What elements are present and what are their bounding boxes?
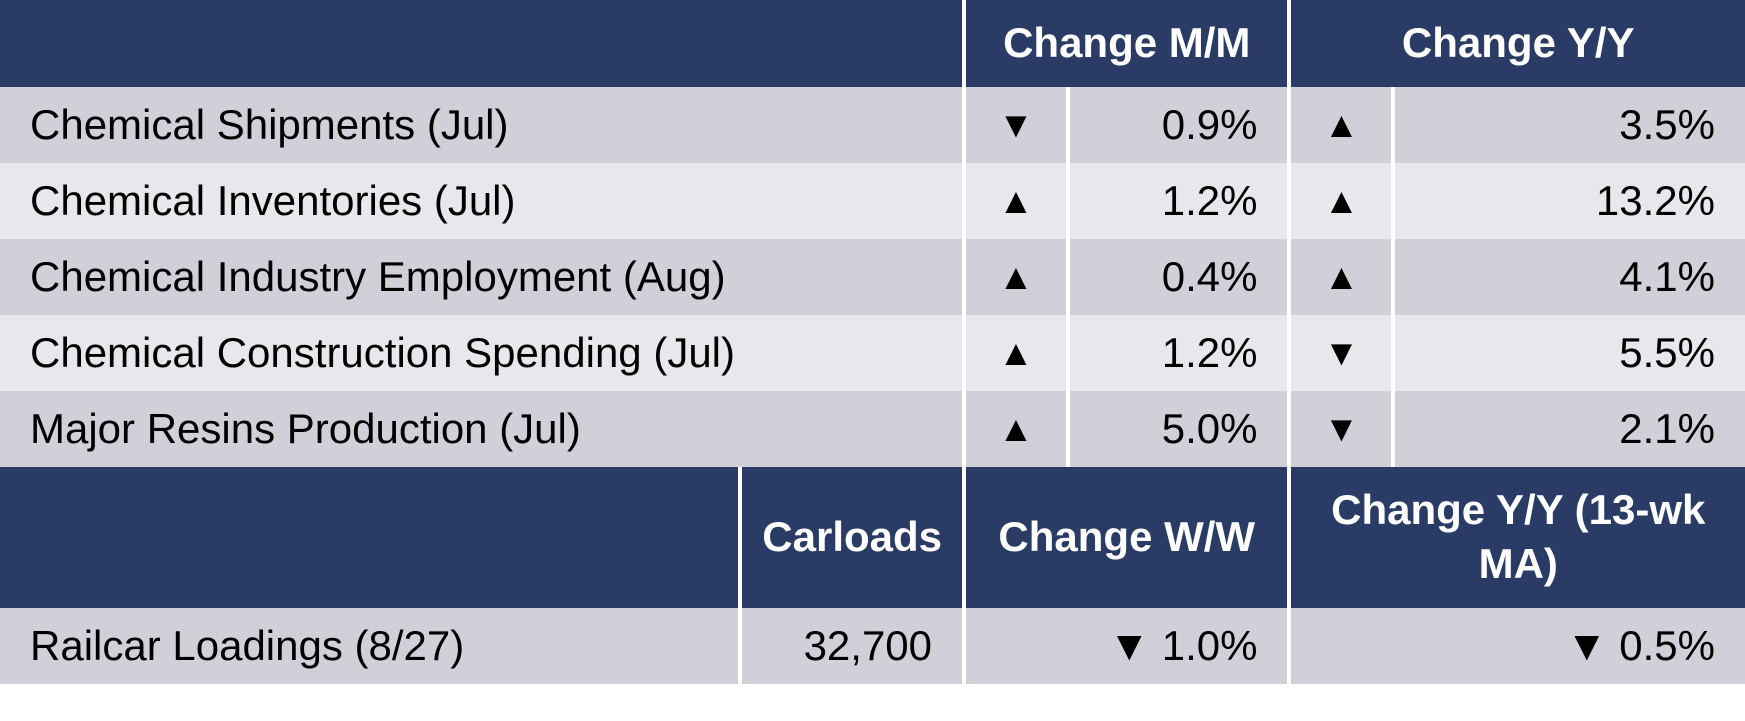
table-row: Chemical Industry Employment (Aug) 0.4% … <box>0 239 1745 315</box>
yy-value: 13.2% <box>1393 163 1745 239</box>
table-row: Chemical Inventories (Jul) 1.2% 13.2% <box>0 163 1745 239</box>
table-row: Major Resins Production (Jul) 5.0% 2.1% <box>0 391 1745 467</box>
mm-direction-icon <box>964 391 1068 467</box>
yy-direction-icon <box>1566 622 1608 669</box>
carloads-value: 32,700 <box>740 608 964 684</box>
yy-value: 5.5% <box>1393 315 1745 391</box>
metric-label: Chemical Inventories (Jul) <box>0 163 964 239</box>
mm-value: 0.9% <box>1068 87 1290 163</box>
yy-direction-icon <box>1289 87 1393 163</box>
mm-value: 0.4% <box>1068 239 1290 315</box>
table-row: Railcar Loadings (8/27) 32,700 1.0% 0.5% <box>0 608 1745 684</box>
yy-direction-icon <box>1289 391 1393 467</box>
table-row: Chemical Construction Spending (Jul) 1.2… <box>0 315 1745 391</box>
metric-label: Railcar Loadings (8/27) <box>0 608 740 684</box>
metric-label: Chemical Industry Employment (Aug) <box>0 239 964 315</box>
mm-value: 1.2% <box>1068 315 1290 391</box>
metric-label: Chemical Shipments (Jul) <box>0 87 964 163</box>
metric-label: Major Resins Production (Jul) <box>0 391 964 467</box>
yy-ma-value: 0.5% <box>1289 608 1745 684</box>
yy-direction-icon <box>1289 163 1393 239</box>
section2-header-carloads: Carloads <box>740 467 964 608</box>
section1-header-row: Change M/M Change Y/Y <box>0 0 1745 87</box>
section1-header-yy: Change Y/Y <box>1289 0 1745 87</box>
mm-direction-icon <box>964 315 1068 391</box>
mm-direction-icon <box>964 87 1068 163</box>
mm-direction-icon <box>964 239 1068 315</box>
section1-header-metric <box>0 0 964 87</box>
section2-header-row: Carloads Change W/W Change Y/Y (13-wk MA… <box>0 467 1745 608</box>
section2-header-ww: Change W/W <box>964 467 1289 608</box>
mm-value: 1.2% <box>1068 163 1290 239</box>
yy-value: 4.1% <box>1393 239 1745 315</box>
section1-header-mm: Change M/M <box>964 0 1289 87</box>
economic-indicators-table: Change M/M Change Y/Y Chemical Shipments… <box>0 0 1745 684</box>
yy-value: 2.1% <box>1393 391 1745 467</box>
mm-value: 5.0% <box>1068 391 1290 467</box>
yy-direction-icon <box>1289 315 1393 391</box>
metric-label: Chemical Construction Spending (Jul) <box>0 315 964 391</box>
ww-direction-icon <box>1108 622 1150 669</box>
yy-direction-icon <box>1289 239 1393 315</box>
ww-value: 1.0% <box>964 608 1289 684</box>
section2-header-yy-ma: Change Y/Y (13-wk MA) <box>1289 467 1745 608</box>
mm-direction-icon <box>964 163 1068 239</box>
table-row: Chemical Shipments (Jul) 0.9% 3.5% <box>0 87 1745 163</box>
yy-value: 3.5% <box>1393 87 1745 163</box>
section2-header-metric <box>0 467 740 608</box>
